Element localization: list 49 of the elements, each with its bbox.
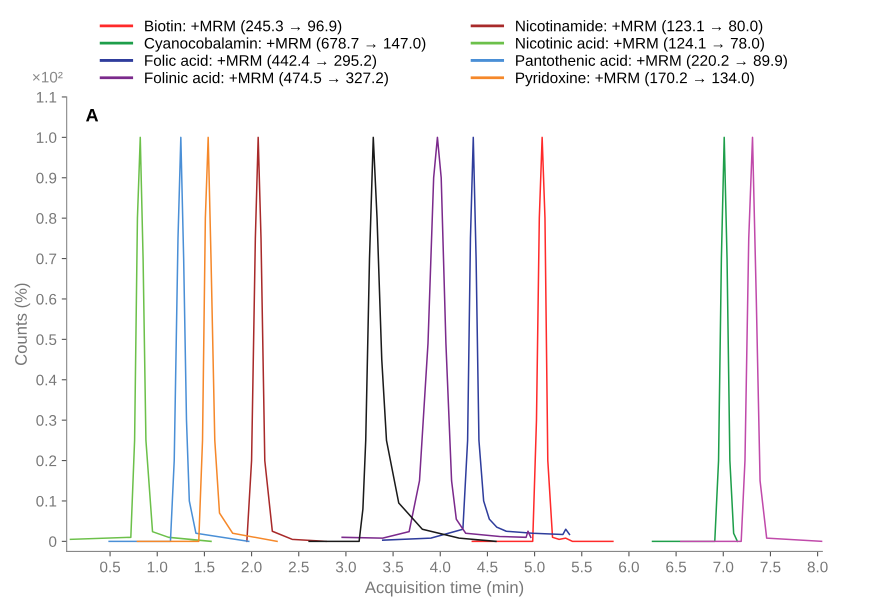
y-tick-label: 0.1	[36, 496, 56, 507]
text: ×10²	[32, 72, 63, 83]
x-tick-label: 4.0	[430, 562, 450, 572]
legend-label: Folinic acid: +MRM (474.5 → 327.2)	[145, 72, 388, 86]
y-axis-title: Counts (%)	[14, 284, 30, 366]
y-tick-label: 0	[49, 536, 56, 548]
legend-label: Pantothenic acid: +MRM (220.2 → 89.9)	[516, 54, 787, 69]
x-tick-label: 3.0	[336, 562, 356, 572]
x-tick-label: 1.0	[148, 562, 168, 572]
y-tick-label: 0.5	[36, 334, 56, 346]
legend-label: Nicotinamide: +MRM (123.1 → 80.0)	[516, 20, 762, 34]
x-axis-title: Acquisition time (min)	[364, 580, 524, 597]
legend-label: Nicotinic acid: +MRM (124.1 → 78.0)	[516, 37, 764, 52]
line-series	[472, 136, 614, 542]
x-tick-label: 3.5	[383, 562, 404, 572]
x-tick-label: 7.5	[760, 562, 780, 572]
line-series	[70, 136, 212, 542]
y-tick-label: 0.6	[36, 294, 56, 305]
x-tick-label: 4.5	[477, 562, 498, 572]
line-series	[136, 136, 278, 542]
legend-label: Cyanocobalamin: +MRM (678.7 → 147.0)	[144, 37, 426, 52]
y-tick-label: 0.8	[36, 213, 56, 224]
line-series	[108, 136, 250, 542]
legend-label: Biotin: +MRM (245.3 → 96.9)	[145, 20, 342, 34]
y-tick-label: 0.9	[36, 172, 56, 184]
y-tick-label: 1.1	[36, 92, 56, 102]
y-tick-label: 0.7	[36, 253, 56, 264]
y-tick-label: 1.0	[36, 132, 56, 144]
line-series	[308, 136, 497, 542]
x-tick-label: 8.0	[808, 562, 828, 572]
x-tick-label: 5.0	[524, 562, 545, 572]
x-tick-label: 0.5	[100, 562, 120, 572]
x-tick-label: 6.5	[666, 562, 686, 572]
x-tick-label: 5.5	[572, 562, 592, 572]
y-tick-label: 0.4	[36, 374, 57, 386]
line-series	[652, 136, 738, 542]
legend-label: Pyridoxine: +MRM (170.2 → 134.0)	[516, 72, 754, 86]
x-tick-label: 1.5	[194, 562, 214, 572]
x-tick-label: 2.5	[288, 562, 309, 572]
x-tick-label: 6.0	[619, 562, 639, 572]
line-series	[382, 136, 570, 541]
annotation: A	[86, 108, 98, 122]
y-tick-label: 0.3	[36, 415, 56, 426]
y-tick-label: 0.2	[36, 455, 56, 466]
x-tick-label: 7.0	[713, 562, 734, 572]
x-tick-label: 2.0	[242, 562, 262, 572]
legend-label: Folic acid: +MRM (442.4 → 295.2)	[145, 54, 376, 69]
line-series	[680, 136, 822, 542]
line-series	[341, 136, 532, 539]
